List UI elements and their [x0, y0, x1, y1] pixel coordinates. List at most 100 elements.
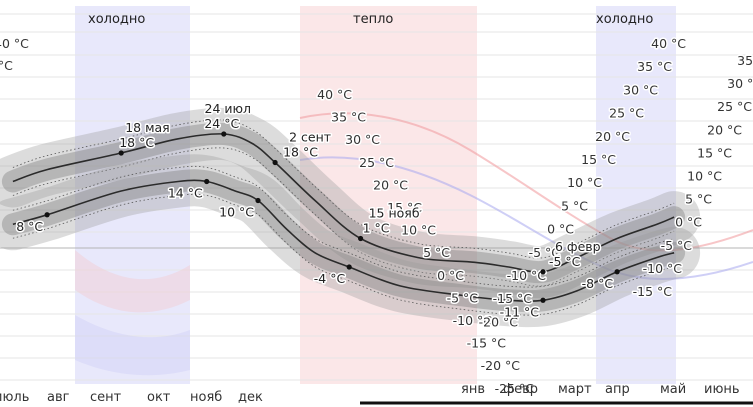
- y-tick-1-8: 0 °C: [437, 268, 464, 283]
- y-tick-4-7: 0 °C: [675, 215, 702, 230]
- month-label-jan: янв: [461, 382, 485, 397]
- annotation-value-4: 8 °C: [16, 219, 43, 234]
- month-label-sep: сент: [90, 390, 122, 405]
- y-tick-3-10: -10 °C: [507, 268, 547, 283]
- annotation-dot-5: [255, 197, 261, 204]
- background-curves: [75, 112, 753, 376]
- y-tick-1-11: -15 °C: [467, 336, 507, 351]
- y-tick-3-0: 40 °C: [651, 36, 686, 51]
- annotation-dot-10: [614, 269, 620, 275]
- annotation-value-2: 18 °C: [283, 145, 318, 160]
- season-label-warm: тепло: [353, 12, 393, 27]
- annotation-value-3: 14 °C: [168, 186, 203, 201]
- month-label-dec: дек: [238, 390, 263, 405]
- y-tick-3-6: 10 °C: [567, 175, 602, 190]
- annotation-value-0: 18 °C: [119, 135, 154, 150]
- annotation-date-1: 24 июл: [205, 101, 252, 116]
- cold-season-band-1: [75, 6, 190, 384]
- month-label-may: май: [660, 382, 686, 397]
- y-tick-1-2: 30 °C: [345, 132, 380, 147]
- annotation-dot-2: [272, 159, 278, 166]
- bg-cold-curve: [299, 156, 753, 280]
- y-tick-4-0: 35 °C: [737, 53, 753, 68]
- annotation-value-9: -11 °C: [500, 304, 540, 319]
- month-label-apr: апр: [605, 382, 630, 397]
- month-label-mar: март: [558, 382, 592, 397]
- season-bands: [75, 6, 676, 384]
- high-dotted-upper: [12, 119, 675, 259]
- annotation-value-8: -5 °C: [549, 254, 581, 269]
- y-tick-1-0: 40 °C: [317, 87, 352, 102]
- y-tick-3-8: 0 °C: [547, 222, 574, 237]
- y-tick-1-6: 10 °C: [401, 223, 436, 238]
- bg-warm-curve: [299, 112, 753, 252]
- y-tick-4-4: 15 °C: [697, 145, 732, 160]
- month-label-feb: февр: [503, 382, 538, 397]
- annotation-dot-8: [540, 269, 546, 275]
- low-line: [12, 179, 675, 302]
- high-dotted-lower: [12, 147, 675, 287]
- y-tick-1-3: 25 °C: [359, 155, 394, 170]
- annotation-dot-4: [44, 212, 50, 218]
- season-labels: холодно тепло холодно: [88, 12, 653, 27]
- y-tick-3-9: -5 °C: [529, 245, 561, 260]
- y-tick-0-1: 35 °C: [0, 58, 13, 73]
- y-tick-3-3: 25 °C: [609, 106, 644, 121]
- y-tick-1-9: -5 °C: [447, 290, 479, 305]
- y-tick-4-9: -10 °C: [643, 261, 683, 276]
- y-tick-1-4: 20 °C: [373, 177, 408, 192]
- annotation-value-6: 1 °C: [363, 221, 390, 236]
- season-label-cold-2: холодно: [596, 12, 653, 27]
- annotation-dot-1: [221, 131, 227, 137]
- month-labels: июль авг сент окт нояб дек янв февр март…: [0, 382, 740, 405]
- y-tick-4-5: 10 °C: [687, 169, 722, 184]
- month-label-jul: июль: [0, 390, 29, 405]
- y-tick-1-5: 15 °C: [387, 200, 422, 215]
- y-tick-1-13: -25 °C: [495, 381, 535, 396]
- y-tick-1-12: -20 °C: [481, 358, 521, 373]
- bg-cold-fill: [75, 315, 190, 376]
- y-tick-3-12: -20 °C: [479, 314, 519, 329]
- y-tick-4-1: 30 °C: [727, 76, 753, 91]
- y-tick-1-7: 5 °C: [423, 245, 450, 260]
- month-label-jun: июнь: [704, 382, 740, 397]
- bg-warm-fill: [75, 250, 190, 313]
- month-label-nov: нояб: [190, 390, 222, 405]
- y-tick-3-4: 20 °C: [595, 129, 630, 144]
- y-tick-3-2: 30 °C: [623, 82, 658, 97]
- y-tick-3-11: -15 °C: [493, 291, 533, 306]
- annotation-dot-7: [346, 264, 352, 270]
- y-tick-4-10: -15 °C: [633, 284, 673, 299]
- annotation-dot-6: [358, 235, 364, 242]
- annotation-value-1: 24 °C: [204, 116, 239, 131]
- month-label-aug: авг: [47, 390, 70, 405]
- annotation-date-0: 18 мая: [125, 120, 170, 135]
- y-tick-4-3: 20 °C: [707, 122, 742, 137]
- annotation-date-8: 6 февр: [555, 239, 601, 254]
- annotation-value-10: -8 °C: [582, 276, 614, 291]
- y-tick-4-2: 25 °C: [717, 99, 752, 114]
- y-tick-3-7: 5 °C: [561, 198, 588, 213]
- y-tick-0-0: 40 °C: [0, 36, 29, 51]
- annotation-value-5: 10 °C: [219, 205, 254, 220]
- y-tick-1-10: -10 °C: [453, 313, 493, 328]
- annotation-value-7: -4 °C: [314, 271, 346, 286]
- annotation-dot-9: [540, 297, 546, 303]
- month-label-oct: окт: [147, 390, 171, 405]
- y-tick-3-5: 15 °C: [581, 152, 616, 167]
- annotation-date-6: 15 нояб: [369, 206, 420, 221]
- season-label-cold-1: холодно: [88, 12, 145, 27]
- y-tick-4-8: -5 °C: [661, 238, 693, 253]
- annotation-dot-0: [118, 150, 124, 156]
- annotation-date-2: 2 сент: [289, 130, 331, 145]
- y-tick-3-1: 35 °C: [637, 59, 672, 74]
- cold-season-band-2: [596, 6, 676, 384]
- y-tick-4-6: 5 °C: [685, 192, 712, 207]
- gridlines: [0, 13, 753, 381]
- annotation-dot-3: [204, 178, 210, 185]
- y-axis-ticks: 40 °C 35 °C 40 °C 35 °C 30 °C 25 °C 20 °C 15 °C…: [0, 35, 753, 398]
- y-tick-1-1: 35 °C: [331, 110, 366, 125]
